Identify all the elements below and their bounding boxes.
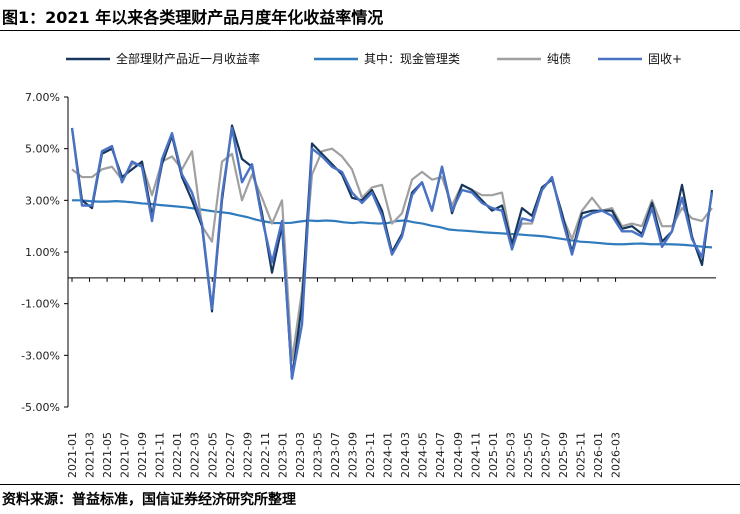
- x-axis: 2021-01 2021-03 2021-05 2021-07 2021-09 2021-…: [66, 277, 623, 478]
- series-line-4: [70, 126, 714, 380]
- y-tick-label: 7.00%: [25, 91, 60, 104]
- x-tick-label: 2021-11: [154, 432, 167, 478]
- x-tick-label: 2023-11: [364, 432, 377, 478]
- x-tick-label: 2025-05: [522, 432, 535, 478]
- chart-legend: 全部理财产品近一月收益率 其中：现金管理类 纯债 固收+: [66, 51, 682, 66]
- x-tick-label: 2026-03: [610, 432, 623, 478]
- series-lines: [70, 124, 714, 380]
- x-tick-label: 2025-07: [539, 432, 552, 478]
- x-tick-label: 2024-05: [417, 432, 430, 478]
- x-tick-label: 2024-11: [469, 432, 482, 478]
- x-tick-label: 2021-01: [66, 432, 79, 478]
- x-tick-label: 2022-03: [189, 432, 202, 478]
- x-tick-label: 2021-03: [84, 432, 97, 478]
- x-tick-label: 2023-05: [311, 432, 324, 478]
- x-tick-label: 2023-07: [329, 432, 342, 478]
- x-tick-label: 2023-01: [276, 432, 289, 478]
- legend-label-4: 固收+: [648, 52, 682, 66]
- legend-label-2: 其中：现金管理类: [364, 51, 460, 66]
- source-note: 资料来源：普益标准，国信证券经济研究所整理: [2, 492, 296, 508]
- x-tick-label: 2023-03: [294, 432, 307, 478]
- y-tick-label: 3.00%: [25, 194, 60, 207]
- x-tick-label: 2022-11: [259, 432, 272, 478]
- line-chart: 全部理财产品近一月收益率 其中：现金管理类 纯债 固收+ -5.00% -3.00% -1…: [21, 51, 716, 478]
- axis-lines: [67, 97, 716, 407]
- bottom-rule: [0, 484, 740, 485]
- y-tick-label: -5.00%: [21, 401, 60, 414]
- x-tick-label: 2025-01: [487, 432, 500, 478]
- y-axis: -5.00% -3.00% -1.00% 1.00% 3.00% 5.00% 7.00%: [21, 91, 68, 414]
- x-tick-label: 2024-03: [399, 432, 412, 478]
- x-tick-label: 2021-07: [119, 432, 132, 478]
- y-tick-label: -3.00%: [21, 349, 60, 362]
- x-tick-label: 2022-07: [224, 432, 237, 478]
- x-tick-label: 2025-11: [574, 432, 587, 478]
- x-tick-label: 2022-05: [206, 432, 219, 478]
- x-tick-label: 2021-09: [136, 432, 149, 478]
- y-tick-label: 5.00%: [25, 143, 60, 156]
- x-tick-label: 2022-01: [171, 432, 184, 478]
- legend-label-3: 纯债: [547, 52, 571, 66]
- x-tick-label: 2024-07: [434, 432, 447, 478]
- x-tick-label: 2024-09: [452, 432, 465, 478]
- x-tick-label: 2024-01: [382, 432, 395, 478]
- x-tick-label: 2026-01: [592, 432, 605, 478]
- x-tick-label: 2025-09: [557, 432, 570, 478]
- y-tick-label: 1.00%: [25, 246, 60, 259]
- y-tick-label: -1.00%: [21, 298, 60, 311]
- x-tick-label: 2021-05: [101, 432, 114, 478]
- x-tick-label: 2025-03: [504, 432, 517, 478]
- figure-title: 图1：2021 年以来各类理财产品月度年化收益率情况: [2, 8, 384, 27]
- x-tick-label: 2023-09: [347, 432, 360, 478]
- legend-label-1: 全部理财产品近一月收益率: [116, 51, 260, 66]
- x-tick-label: 2022-09: [241, 432, 254, 478]
- top-rule: [0, 30, 740, 31]
